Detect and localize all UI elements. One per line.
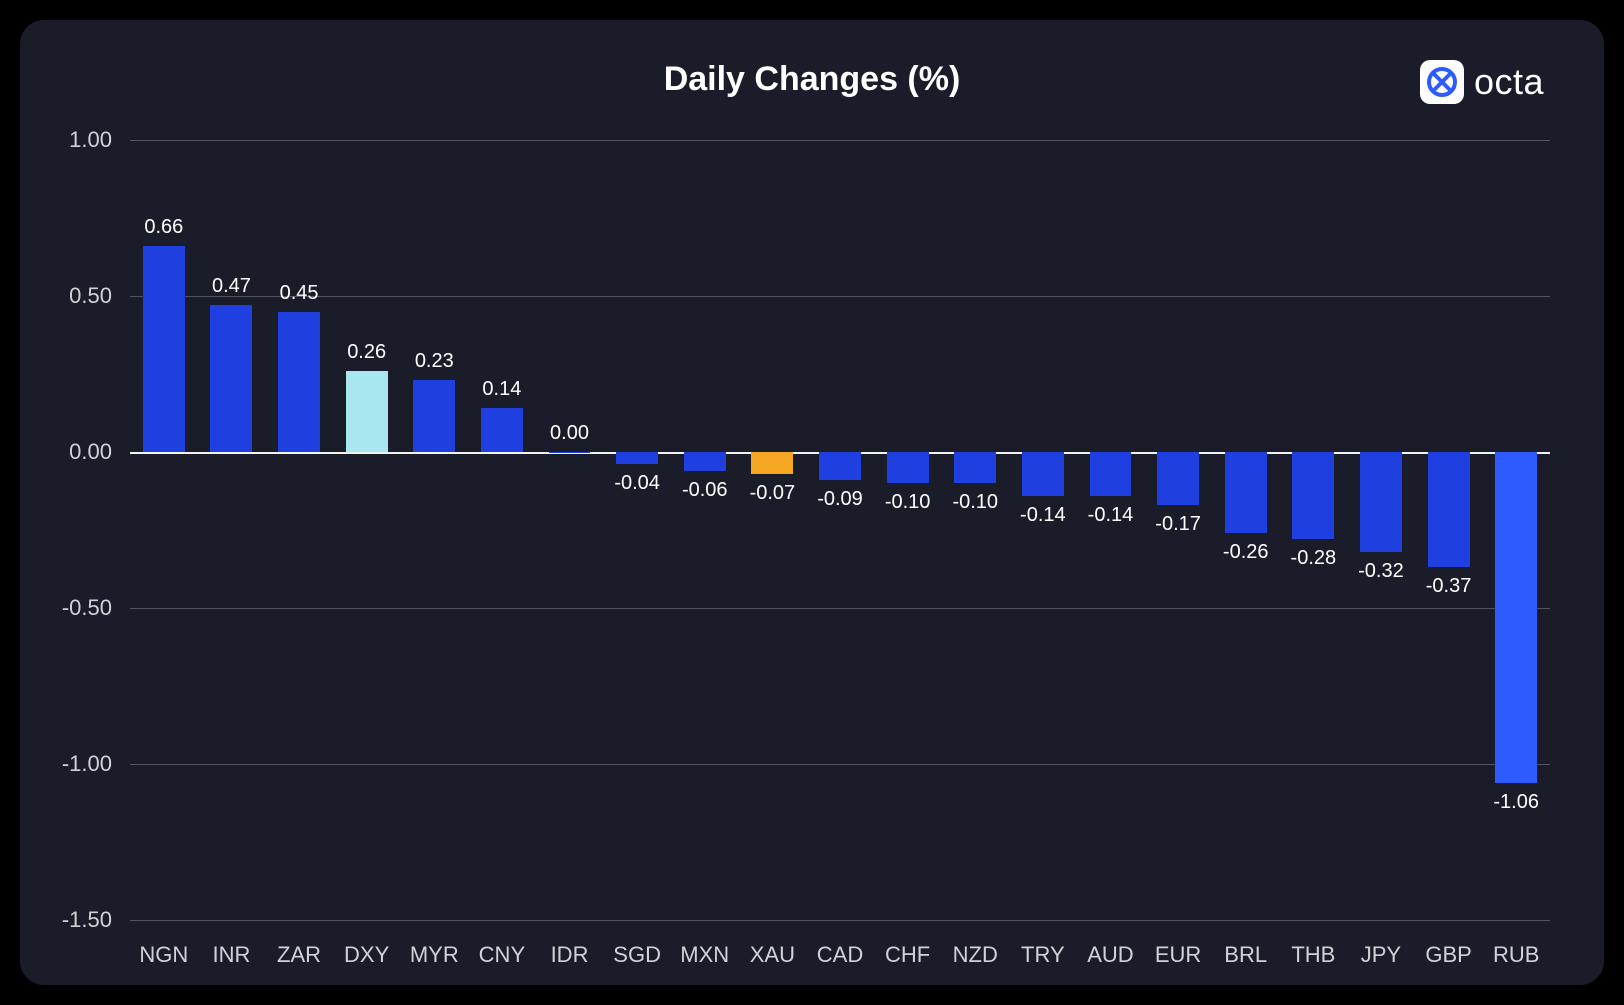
bar-value-label: 0.26 — [347, 341, 386, 364]
x-axis-label: XAU — [750, 942, 795, 968]
brand-logo-mark — [1420, 60, 1464, 104]
bar-value-label: -0.07 — [750, 482, 796, 505]
brand-logo-text: octa — [1474, 61, 1544, 103]
bar-value-label: -0.14 — [1088, 504, 1134, 527]
bar — [1225, 452, 1267, 533]
bar — [954, 452, 996, 483]
chart-card: Daily Changes (%) octa 1.000.500.00-0.50… — [20, 20, 1604, 985]
x-axis-label: THB — [1291, 942, 1335, 968]
y-axis-label: 0.00 — [69, 439, 130, 465]
gridline — [130, 608, 1550, 609]
bar-value-label: -0.32 — [1358, 560, 1404, 583]
gridline — [130, 764, 1550, 765]
chart-title: Daily Changes (%) — [20, 60, 1604, 99]
bar-value-label: 0.23 — [415, 350, 454, 373]
bar — [549, 452, 591, 453]
gridline — [130, 296, 1550, 297]
bar — [1428, 452, 1470, 567]
gridline — [130, 140, 1550, 141]
x-axis-label: CNY — [479, 942, 525, 968]
x-axis-label: EUR — [1155, 942, 1201, 968]
x-axis-label: NGN — [139, 942, 188, 968]
y-axis-label: 0.50 — [69, 283, 130, 309]
bar — [1022, 452, 1064, 496]
bar — [1292, 452, 1334, 539]
x-axis-label: RUB — [1493, 942, 1539, 968]
x-axis-label: CHF — [885, 942, 930, 968]
bar-value-label: -0.06 — [682, 479, 728, 502]
bar-value-label: -0.28 — [1291, 547, 1337, 570]
x-axis-label: TRY — [1021, 942, 1065, 968]
bar — [887, 452, 929, 483]
plot-area: 1.000.500.00-0.50-1.00-1.500.66NGN0.47IN… — [130, 140, 1550, 920]
bar-value-label: 0.47 — [212, 275, 251, 298]
brand-logo: octa — [1420, 60, 1544, 104]
brand-x-icon — [1427, 67, 1457, 97]
bar-value-label: -0.09 — [817, 488, 863, 511]
x-axis-label: SGD — [613, 942, 661, 968]
x-axis-label: JPY — [1361, 942, 1401, 968]
bar-value-label: -0.17 — [1155, 513, 1201, 536]
x-axis-label: MXN — [680, 942, 729, 968]
bar — [143, 246, 185, 452]
bar — [210, 305, 252, 452]
bar — [413, 380, 455, 452]
bar — [1157, 452, 1199, 505]
bar-value-label: -1.06 — [1493, 791, 1539, 814]
bar-value-label: 0.00 — [550, 422, 589, 445]
y-axis-label: -1.00 — [62, 751, 130, 777]
x-axis-label: CAD — [817, 942, 863, 968]
bar-value-label: -0.26 — [1223, 541, 1269, 564]
bar-value-label: -0.10 — [885, 491, 931, 514]
bar — [1090, 452, 1132, 496]
bar-value-label: -0.04 — [614, 472, 660, 495]
bar-value-label: -0.37 — [1426, 575, 1472, 598]
x-axis-label: GBP — [1425, 942, 1471, 968]
x-axis-label: IDR — [551, 942, 589, 968]
y-axis-label: -0.50 — [62, 595, 130, 621]
x-axis-label: INR — [212, 942, 250, 968]
x-axis-label: AUD — [1087, 942, 1133, 968]
bar-value-label: -0.14 — [1020, 504, 1066, 527]
bar-value-label: -0.10 — [952, 491, 998, 514]
bar — [1360, 452, 1402, 552]
y-axis-label: 1.00 — [69, 127, 130, 153]
y-axis-label: -1.50 — [62, 907, 130, 933]
x-axis-label: ZAR — [277, 942, 321, 968]
x-axis-label: BRL — [1224, 942, 1267, 968]
bar — [684, 452, 726, 471]
bar — [1495, 452, 1537, 783]
bar-value-label: 0.66 — [144, 216, 183, 239]
x-axis-label: MYR — [410, 942, 459, 968]
bar — [616, 452, 658, 464]
bar-value-label: 0.45 — [280, 282, 319, 305]
bar — [819, 452, 861, 480]
x-axis-label: DXY — [344, 942, 389, 968]
x-axis-label: NZD — [953, 942, 998, 968]
bar-value-label: 0.14 — [482, 378, 521, 401]
bar — [481, 408, 523, 452]
gridline — [130, 920, 1550, 921]
bar — [751, 452, 793, 474]
bar — [346, 371, 388, 452]
bar — [278, 312, 320, 452]
